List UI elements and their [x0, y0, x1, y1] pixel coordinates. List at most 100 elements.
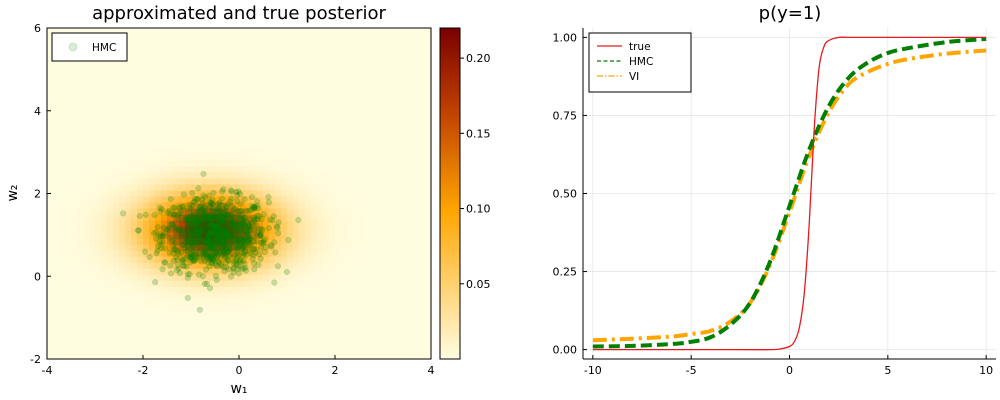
heatmap-cell [419, 250, 426, 258]
heatmap-cell [161, 316, 168, 324]
heatmap-cell [239, 244, 246, 252]
x-tick-label: 5 [884, 364, 891, 377]
heatmap-cell [209, 310, 216, 318]
heatmap-cell [359, 130, 366, 137]
hmc-sample-point [168, 238, 176, 245]
hmc-sample-point [191, 256, 198, 263]
heatmap-cell [287, 298, 294, 306]
heatmap-cell [203, 58, 210, 65]
heatmap-cell [65, 148, 72, 155]
heatmap-cell [323, 196, 330, 204]
heatmap-cell [251, 286, 258, 294]
hmc-sample-point [214, 235, 221, 242]
heatmap-cell [167, 64, 174, 71]
heatmap-cell [389, 46, 396, 53]
heatmap-cell [227, 202, 234, 210]
heatmap-cell [413, 250, 420, 258]
heatmap-cell [365, 70, 372, 77]
heatmap-cell [95, 304, 102, 312]
heatmap-cell [227, 352, 234, 359]
heatmap-cell [401, 88, 408, 95]
heatmap-cell [371, 148, 378, 155]
heatmap-cell [95, 130, 102, 137]
heatmap-cell [263, 94, 270, 101]
heatmap-cell [101, 154, 108, 161]
heatmap-cell [389, 268, 396, 276]
heatmap-cell [239, 214, 246, 222]
heatmap-cell [269, 178, 276, 186]
heatmap-cell [149, 142, 156, 149]
heatmap-cell [245, 46, 252, 53]
hmc-sample-point [232, 224, 239, 231]
heatmap-cell [185, 64, 192, 71]
hmc-sample-point [250, 260, 258, 267]
heatmap-cell [191, 160, 198, 168]
hmc-sample-point [239, 211, 246, 218]
heatmap-cell [347, 262, 354, 270]
heatmap-cell [323, 88, 330, 95]
heatmap-cell [257, 166, 264, 174]
heatmap-cell [95, 244, 102, 252]
hmc-sample-point [156, 231, 164, 238]
heatmap-cell [179, 154, 186, 161]
heatmap-cell [311, 130, 318, 137]
heatmap-cell [221, 340, 228, 348]
heatmap-cell [131, 130, 138, 137]
heatmap-cell [233, 334, 240, 342]
heatmap-cell [101, 106, 108, 113]
heatmap-cell [341, 196, 348, 204]
heatmap-cell [185, 106, 192, 113]
heatmap-cell [77, 76, 84, 83]
hmc-sample-point [184, 229, 191, 236]
heatmap-cell [359, 268, 366, 276]
heatmap-cell [395, 28, 402, 35]
heatmap-cell [251, 292, 258, 300]
hmc-sample-point [186, 271, 193, 278]
heatmap-cell [131, 292, 138, 300]
heatmap-cell [353, 238, 360, 246]
heatmap-cell [203, 160, 210, 168]
heatmap-cell [95, 286, 102, 294]
heatmap-cell [203, 40, 210, 47]
heatmap-cell [371, 340, 378, 348]
hmc-sample-point [231, 231, 238, 238]
heatmap-cell [245, 304, 252, 312]
hmc-sample-point [157, 208, 164, 215]
heatmap-cell [53, 268, 60, 276]
heatmap-cell [215, 304, 222, 312]
heatmap-cell [143, 226, 150, 234]
hmc-sample-point [208, 221, 215, 228]
heatmap-cell [371, 304, 378, 312]
heatmap-cell [317, 172, 324, 180]
heatmap-cell [179, 184, 186, 192]
heatmap-cell [239, 160, 246, 168]
heatmap-cell [65, 184, 72, 192]
heatmap-cell [413, 196, 420, 204]
heatmap-cell [83, 298, 90, 306]
hmc-sample-point [189, 231, 196, 238]
heatmap-cell [389, 82, 396, 89]
heatmap-cell [107, 166, 114, 174]
hmc-sample-point [198, 231, 205, 238]
hmc-sample-point [199, 217, 206, 224]
heatmap-cell [143, 154, 150, 161]
heatmap-cell [329, 64, 336, 71]
heatmap-cell [341, 28, 348, 35]
heatmap-cell [293, 184, 300, 192]
heatmap-cell [335, 352, 342, 359]
heatmap-cell [125, 52, 132, 59]
heatmap-cell [239, 208, 246, 216]
heatmap-cell [245, 148, 252, 155]
heatmap-cell [347, 268, 354, 276]
heatmap-cell [47, 244, 54, 252]
heatmap-cell [305, 346, 312, 354]
heatmap-cell [53, 106, 60, 113]
heatmap-cell [383, 352, 390, 359]
hmc-sample-point [235, 222, 242, 229]
heatmap-cell [245, 268, 252, 276]
heatmap-cell [173, 88, 180, 95]
heatmap-cell [425, 208, 431, 216]
heatmap-cell [137, 34, 144, 41]
heatmap-cell [197, 28, 204, 35]
heatmap-cell [371, 256, 378, 264]
